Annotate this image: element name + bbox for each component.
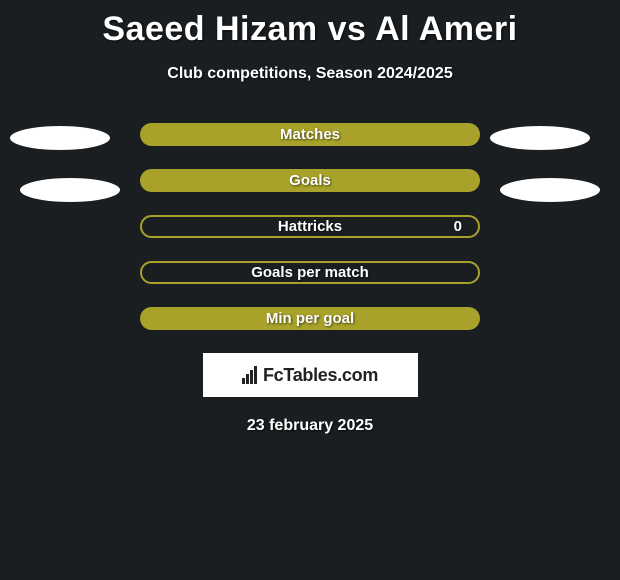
stat-row: Goals per match bbox=[0, 261, 620, 284]
stat-bar: Matches bbox=[140, 123, 480, 146]
stat-label: Hattricks bbox=[278, 218, 342, 235]
stat-bar: Goals per match bbox=[140, 261, 480, 284]
subtitle: Club competitions, Season 2024/2025 bbox=[0, 65, 620, 83]
stat-bar: Goals bbox=[140, 169, 480, 192]
stat-row: Min per goal bbox=[0, 307, 620, 330]
stat-label: Goals bbox=[289, 172, 331, 189]
stat-label: Min per goal bbox=[266, 310, 354, 327]
stat-label: Goals per match bbox=[251, 264, 369, 281]
stat-bar: Min per goal bbox=[140, 307, 480, 330]
logo-box: FcTables.com bbox=[203, 353, 418, 397]
bar-chart-icon bbox=[242, 366, 257, 384]
logo-text: FcTables.com bbox=[263, 365, 378, 386]
stat-bar: Hattricks bbox=[140, 215, 480, 238]
stat-row: 0Goals bbox=[0, 169, 620, 192]
stat-label: Matches bbox=[280, 126, 340, 143]
page-title: Saeed Hizam vs Al Ameri bbox=[0, 0, 620, 49]
stats-container: 3Matches 0Goals 0Hattricks Goals per match M… bbox=[0, 123, 620, 330]
date-text: 23 february 2025 bbox=[0, 417, 620, 435]
stat-row: 3Matches bbox=[0, 123, 620, 146]
stat-row: 0Hattricks bbox=[0, 215, 620, 238]
